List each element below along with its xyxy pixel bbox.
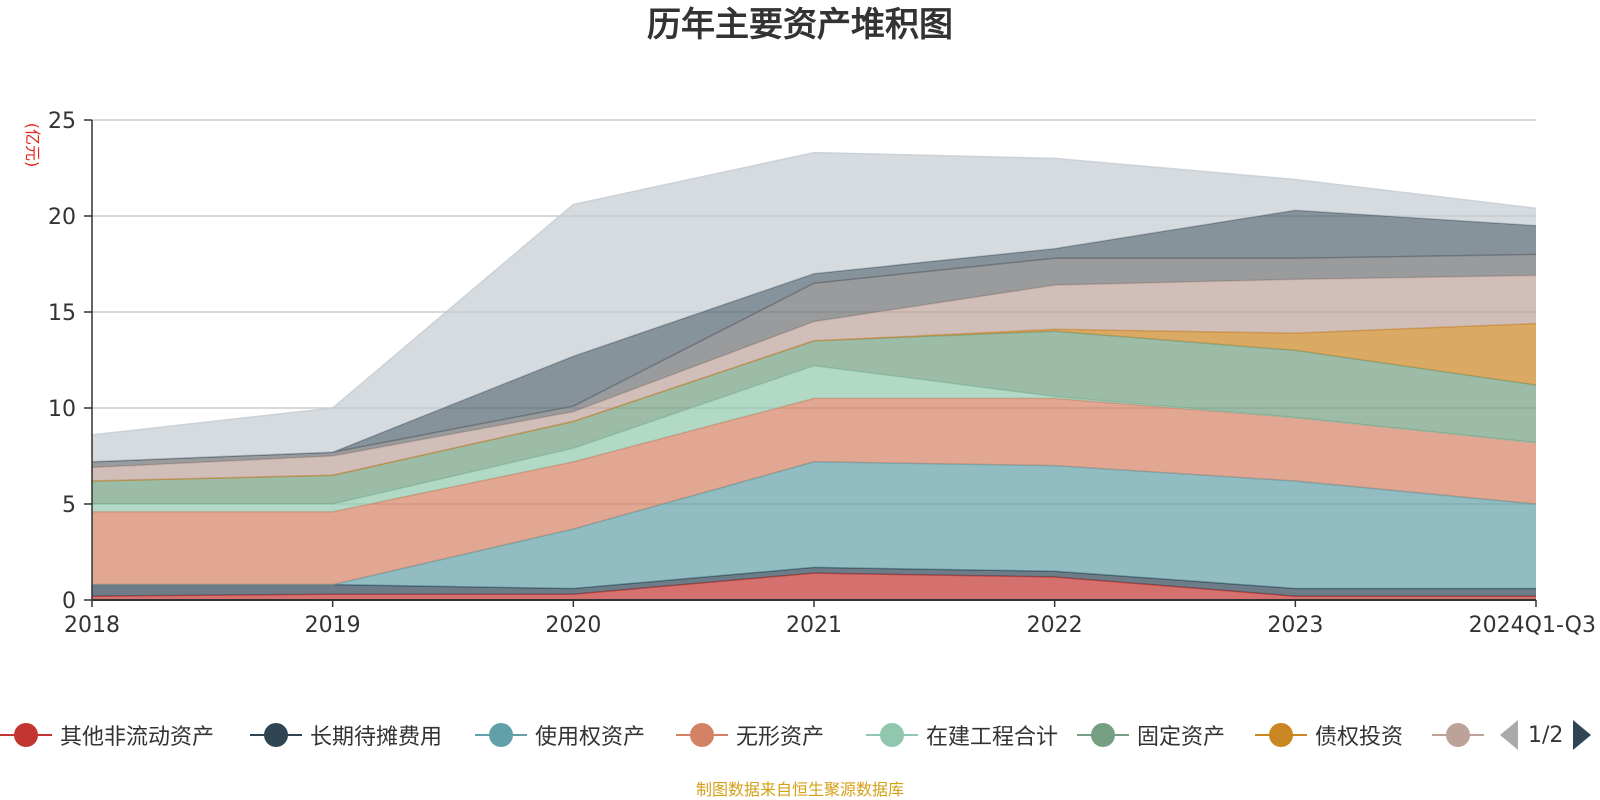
legend-item[interactable] [1432,718,1484,752]
y-tick-label: 25 [48,109,76,134]
area-series-layer [91,151,1537,600]
legend-item[interactable]: 债权投资 [1255,718,1403,752]
legend-marker-icon [1432,718,1484,752]
legend-item[interactable]: 其他非流动资产 [0,718,214,752]
legend-marker-icon [475,718,527,752]
legend-item[interactable]: 长期待摊费用 [250,718,442,752]
y-tick-label: 20 [48,205,76,230]
y-tick-label: 5 [62,493,76,518]
legend-label: 在建工程合计 [926,725,1059,750]
legend-pager: 1/2 [1500,718,1592,752]
legend-label: 长期待摊费用 [310,725,443,750]
area-series-8 [92,275,1536,481]
legend-item[interactable]: 无形资产 [676,718,824,752]
x-tick-label: 2019 [305,613,361,638]
area-series-7 [92,323,1536,481]
legend-page-indicator: 1/2 [1528,722,1564,748]
area-series-5 [92,365,1536,512]
area-series-2 [92,567,1536,597]
legend-marker-icon [676,718,728,752]
legend-label: 其他非流动资产 [60,725,215,750]
y-axis-unit-label: (亿元) [23,123,42,168]
legend-marker-icon [1255,718,1307,752]
legend-item[interactable]: 固定资产 [1077,718,1225,752]
triangle-right-icon[interactable] [1573,720,1592,750]
y-tick-label: 0 [62,589,76,614]
legend-label: 固定资产 [1137,725,1226,750]
data-source-note: 制图数据来自恒生聚源数据库 [695,780,904,799]
legend-item[interactable]: 在建工程合计 [866,718,1058,752]
legend-marker-icon [1077,718,1129,752]
triangle-left-icon[interactable] [1500,720,1518,750]
legend-label: 债权投资 [1315,725,1404,750]
chart-title: 历年主要资产堆积图 [647,5,953,45]
area-series-11 [92,152,1536,462]
x-tick-label: 2023 [1267,613,1323,638]
area-series-9 [92,254,1536,468]
area-series-1 [92,573,1536,600]
legend-marker-icon [866,718,918,752]
legend-marker-icon [0,718,52,752]
area-series-line-11 [91,151,1537,436]
y-tick-label: 10 [48,397,76,422]
area-series-6 [92,331,1536,504]
x-tick-label: 2020 [545,613,601,638]
legend-label: 使用权资产 [535,725,646,750]
area-series-4 [92,398,1536,585]
legend-label: 无形资产 [736,725,825,750]
x-tick-label: 2018 [64,613,120,638]
axes: 0 5 10 15 20 25 2018 2019 2020 2021 2022 2023 2024Q1… [48,109,1596,638]
y-tick-label: 15 [48,301,76,326]
legend-item[interactable]: 使用权资产 [475,718,645,752]
stacked-area-chart: 历年主要资产堆积图 (亿元) 0 5 10 15 20 25 2018 2019 2020 202… [23,5,1596,638]
legend: 其他非流动资产 长期待摊费用 使用权资产 无形资产 在建工程合计 固定资产 债权投资 [0,718,1600,752]
legend-marker-icon [250,718,302,752]
area-series-10 [92,210,1536,462]
x-tick-label: 2022 [1027,613,1083,638]
x-tick-label: 2024Q1-Q3 [1469,613,1596,638]
x-tick-label: 2021 [786,613,842,638]
